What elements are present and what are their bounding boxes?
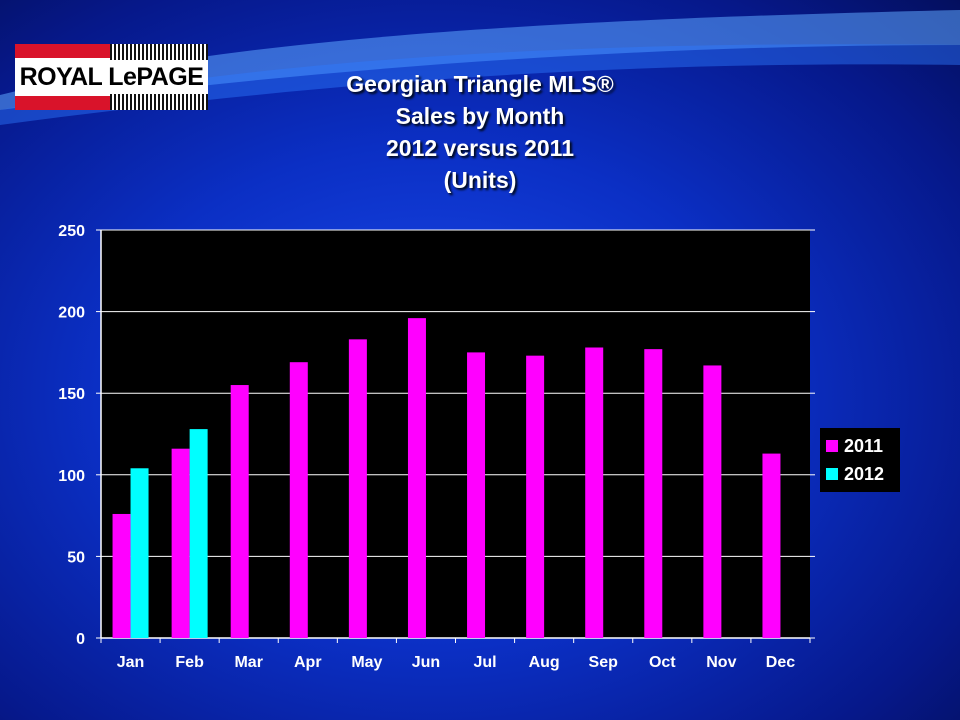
bar-2011-dec	[762, 453, 781, 638]
x-tick-label: Apr	[294, 654, 322, 671]
title-line-4: (Units)	[443, 167, 517, 193]
bar-2012-feb	[189, 429, 208, 638]
legend-item-2011: 2011	[826, 436, 883, 456]
legend-swatch-2011	[826, 440, 838, 452]
x-tick-label: May	[351, 654, 382, 671]
x-tick-label: Oct	[649, 654, 676, 671]
x-tick-label: Jul	[473, 654, 496, 671]
y-tick-label: 0	[76, 631, 85, 648]
y-tick-label: 250	[58, 223, 85, 240]
bar-2011-oct	[644, 349, 663, 638]
legend-item-2012: 2012	[826, 464, 884, 484]
x-tick-label: Aug	[529, 654, 560, 671]
y-tick-label: 150	[58, 386, 85, 403]
bar-2011-jun	[407, 318, 426, 638]
x-tick-label: Nov	[706, 654, 736, 671]
bar-2011-may	[348, 339, 367, 638]
legend-label-2011: 2011	[844, 435, 884, 456]
bar-2011-sep	[585, 347, 604, 638]
bar-2011-feb	[171, 448, 190, 638]
title-line-1: Georgian Triangle MLS®	[346, 71, 614, 97]
y-tick-label: 200	[58, 305, 85, 322]
royal-lepage-logo: ROYAL LePAGE	[15, 44, 208, 110]
slide-title: Georgian Triangle MLS® Sales by Month 20…	[280, 68, 680, 196]
y-tick-label: 50	[67, 549, 85, 566]
bar-2011-nov	[703, 365, 722, 638]
logo-text: ROYAL LePAGE	[19, 63, 204, 91]
chart-legend: 2011 2012	[820, 428, 900, 492]
bar-2012-jan	[130, 468, 149, 638]
legend-label-2012: 2012	[844, 463, 885, 484]
bar-2011-aug	[526, 355, 545, 638]
x-tick-label: Feb	[175, 654, 204, 671]
x-tick-label: Jan	[117, 654, 145, 671]
title-line-3: 2012 versus 2011	[385, 135, 574, 161]
legend-swatch-2012	[826, 468, 838, 480]
bar-2011-jan	[112, 513, 131, 638]
x-tick-label: Jun	[412, 654, 440, 671]
y-tick-label: 100	[58, 468, 85, 485]
x-tick-label: Sep	[589, 654, 619, 671]
bar-2011-jul	[467, 352, 486, 638]
x-tick-label: Mar	[234, 654, 262, 671]
title-line-2: Sales by Month	[395, 103, 565, 129]
plot-area	[101, 230, 810, 638]
bar-2011-apr	[289, 362, 308, 638]
x-tick-label: Dec	[766, 654, 795, 671]
bar-2011-mar	[230, 385, 249, 638]
